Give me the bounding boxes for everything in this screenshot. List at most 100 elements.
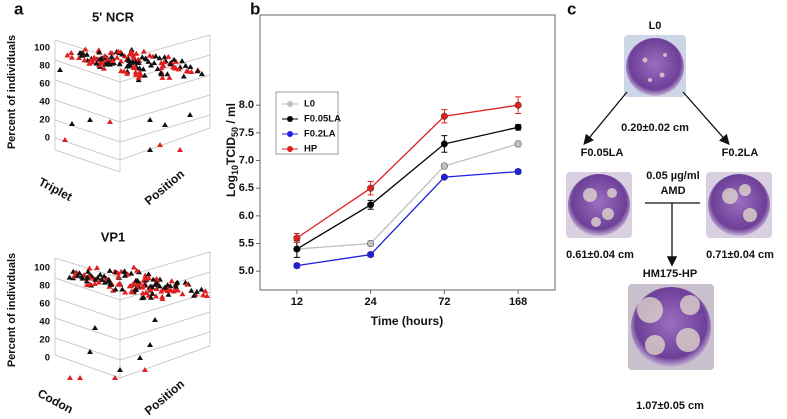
point-decoration [153,293,160,299]
point-decoration [183,68,190,74]
point-decoration [165,291,172,297]
y-tick-label: 7.0 [239,154,254,166]
plot-title: 5' NCR [92,9,135,24]
point-decoration [153,275,160,281]
plot-3d [54,251,211,379]
point-decoration [150,276,157,282]
axis-label: Position [142,167,187,208]
point [440,140,448,148]
point-decoration [125,57,132,63]
point-decoration [134,277,141,283]
point-decoration [170,64,177,70]
point-decoration [97,271,104,277]
point-decoration [84,274,91,280]
point-decoration [194,68,201,74]
point [367,251,375,259]
legend-label: L0 [304,99,315,110]
y-tick-label: 0 [45,353,50,364]
point-decoration [158,64,165,70]
y-tick-label: 80 [39,61,50,72]
point-decoration [74,272,81,278]
point-decoration [121,272,128,278]
line [296,104,519,239]
point-decoration [108,281,115,287]
point-decoration [164,71,171,77]
point-decoration [109,58,116,64]
point-decoration [148,283,155,289]
point-decoration [130,54,137,60]
point-decoration [124,63,131,69]
x-tick-label: 24 [365,296,378,308]
point-decoration [121,268,128,274]
y-tick-label: 5.5 [239,237,254,249]
point-decoration [147,147,153,152]
point-decoration [198,286,205,292]
y-tick-label: 8.0 [239,99,254,111]
point-decoration [164,282,171,288]
dish [568,174,630,236]
y-label: Percent of individuals [6,35,18,149]
point-decoration [67,375,73,380]
y-tick-label: 20 [39,335,50,346]
x-tick-label: 72 [438,296,450,308]
point [293,262,301,270]
point-decoration [149,290,156,296]
point [514,140,522,148]
point [367,184,375,192]
point-decoration [141,72,148,78]
point-decoration [101,279,108,285]
point-decoration [159,293,166,299]
point-decoration [151,281,158,287]
point-decoration [68,54,75,60]
treatment: 0.05 µg/ml [646,170,699,182]
point-decoration [92,276,99,282]
point-decoration [136,65,143,71]
point-decoration [147,117,153,122]
y-tick-label: 0 [45,133,50,144]
y-tick-label: 100 [34,263,50,274]
legend-marker [287,116,293,122]
point-decoration [152,53,159,59]
legend-label: F0.05LA [304,114,341,125]
dish-label: L0 [649,20,662,32]
point-decoration [188,69,195,75]
point-decoration [165,53,172,59]
point-decoration [116,61,123,67]
point-decoration [157,70,164,76]
point-decoration [159,296,166,302]
point-decoration [179,58,186,64]
point-decoration [166,74,173,80]
point-decoration [153,286,160,292]
point-decoration [107,119,113,124]
point-decoration [152,317,158,322]
point-decoration [83,278,90,284]
point-decoration [124,70,131,76]
legend-marker [287,101,293,107]
point-decoration [104,56,111,62]
point-decoration [190,292,197,298]
point-decoration [91,280,98,286]
point-decoration [115,48,122,54]
point-decoration [104,60,111,66]
dish-label: F0.05LA [581,147,624,159]
point-decoration [187,64,194,70]
plaque-size: 0.20±0.02 cm [621,122,689,134]
point-decoration [133,267,140,273]
point-decoration [139,290,146,296]
point-decoration [172,283,179,289]
panel-letter: b [250,0,260,18]
point-decoration [147,342,153,347]
point-decoration [157,142,163,147]
dish [626,38,684,96]
point-decoration [161,59,168,65]
point-decoration [177,147,183,152]
point-decoration [145,271,152,277]
legend-marker [287,131,293,137]
point-decoration [162,284,169,290]
point-decoration [145,58,152,64]
point-decoration [85,268,92,274]
point-decoration [87,349,93,354]
point-decoration [81,57,88,63]
point-decoration [140,282,147,288]
point-decoration [179,291,186,297]
